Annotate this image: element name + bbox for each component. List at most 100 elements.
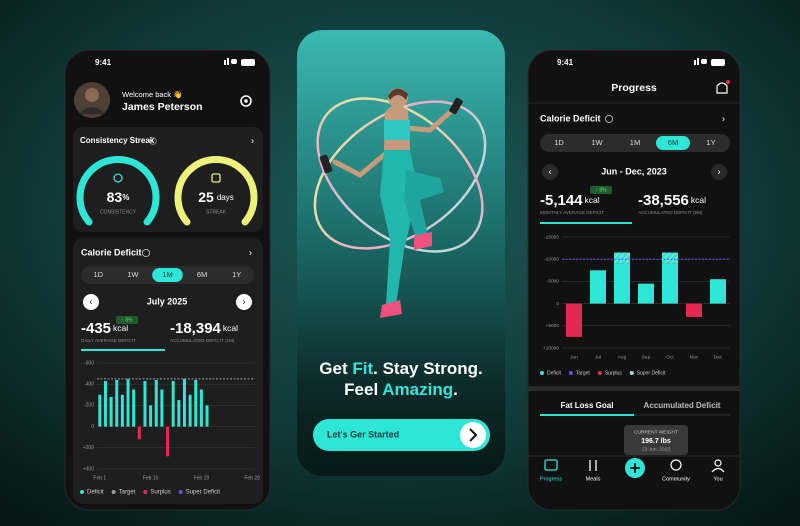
info-icon <box>141 248 150 257</box>
gauge-label: STREAK <box>206 209 227 215</box>
bar <box>710 279 726 304</box>
avatar-body <box>79 107 105 114</box>
value: -38,556 <box>638 192 689 209</box>
tab[interactable]: 6M <box>668 138 678 147</box>
tab[interactable]: 1D <box>554 138 564 147</box>
tab[interactable]: 1W <box>591 138 603 147</box>
legend-swatch <box>143 490 148 494</box>
goal-tab[interactable]: Fat Loss Goal <box>561 401 614 410</box>
middle-phone: Get Fit. Stay Strong. Feel Amazing. Let'… <box>297 30 505 476</box>
chevron[interactable]: › <box>249 247 252 257</box>
settings-button[interactable] <box>240 95 252 107</box>
x-tick-label: Dec <box>714 354 723 360</box>
period: July 2025 <box>147 296 188 306</box>
unit: kcal <box>691 195 706 205</box>
legend-label: Super Deficit <box>186 490 221 496</box>
next-button[interactable] <box>711 164 727 180</box>
badge <box>116 316 138 324</box>
nav-meals[interactable]: Meals <box>586 460 601 482</box>
tabs: 1D 1W 1M 6M 1Y <box>540 134 730 152</box>
bar <box>149 405 153 427</box>
chevron[interactable]: › <box>722 113 725 123</box>
nav-add[interactable] <box>625 458 645 478</box>
prev-button[interactable] <box>542 164 558 180</box>
legend-label: Target <box>576 370 591 376</box>
tab[interactable]: 1D <box>94 270 104 279</box>
tab[interactable]: 6M <box>197 270 207 279</box>
bar <box>98 394 102 427</box>
bar <box>171 381 175 427</box>
stat-value: -18,394 kcal <box>170 320 238 337</box>
deficit-card <box>73 238 263 504</box>
x-tick-label: Nov <box>690 354 699 360</box>
deficit-chart: -600 -400 -200 0 +200 +400 Feb 1 Feb 10 Feb 19 Fe… <box>80 360 260 496</box>
prev-icon: ‹ <box>549 166 552 176</box>
bar <box>120 394 124 427</box>
tab[interactable]: 1W <box>127 270 139 279</box>
stat-value: -38,556 kcal <box>638 192 706 209</box>
button-label: Let's Ger Started <box>327 429 399 439</box>
nav-label: Meals <box>586 476 601 482</box>
legend-swatch <box>80 490 84 494</box>
unit: kcal <box>223 323 238 333</box>
x-tick-label: Jun <box>570 354 578 360</box>
tab[interactable]: 1M <box>630 138 640 147</box>
gauge-label: CONSISTENCY <box>100 209 137 215</box>
right-phone: 9:41 Progress Calorie Deficit › 1D 1W 1M 6M… <box>527 49 741 511</box>
bar <box>109 396 113 427</box>
badge-text: ↑ 8% <box>121 317 133 323</box>
button-bg <box>313 419 490 451</box>
bar <box>115 379 119 427</box>
button-icon-bg <box>460 422 486 448</box>
period: Jun - Dec, 2023 <box>601 166 667 176</box>
chevron[interactable]: › <box>251 135 254 145</box>
y-tick-label: +5000 <box>546 323 560 329</box>
goal-tab[interactable]: Accumulated Deficit <box>644 401 721 410</box>
nav-community[interactable]: Community <box>662 459 690 482</box>
next-button[interactable] <box>236 294 252 310</box>
tab[interactable]: 1Y <box>232 270 241 279</box>
bar <box>137 426 141 440</box>
selection-underline <box>81 349 165 351</box>
notifications-button[interactable] <box>716 80 730 94</box>
badge <box>590 186 612 194</box>
card-title: Consistency Streak <box>80 136 155 145</box>
info-icon <box>149 137 157 145</box>
unit: kcal <box>113 323 128 333</box>
tab[interactable]: 1Y <box>706 138 715 147</box>
y-tick-label: -10000 <box>544 256 559 262</box>
value: -435 <box>81 320 111 337</box>
user-name: James Peterson <box>122 101 203 113</box>
legend-label: Surplus <box>605 370 622 376</box>
stat-label: MONTHLY AVERAGE DEFICIT <box>540 210 604 215</box>
nav-you[interactable]: You <box>711 459 725 482</box>
nav-progress[interactable]: Progress <box>540 459 562 482</box>
tooltip <box>624 425 688 455</box>
bar <box>143 381 147 427</box>
tab[interactable]: 1M <box>162 270 172 279</box>
prev-button[interactable] <box>83 294 99 310</box>
status-time: 9:41 <box>95 58 112 67</box>
bar <box>638 283 654 304</box>
tabs: 1D 1W 1M 6M 1Y <box>81 266 254 284</box>
x-tick-label: Feb 28 <box>244 475 260 481</box>
section-divider <box>528 386 740 391</box>
screen-title: Progress <box>611 82 657 94</box>
status-icons <box>694 58 725 66</box>
status-icons <box>224 58 255 66</box>
consistency-gauge <box>76 155 160 226</box>
headline-part: . <box>453 380 458 399</box>
y-tick-label: -15000 <box>544 234 559 240</box>
y-tick-label: +10000 <box>543 345 559 351</box>
bar <box>590 270 606 304</box>
y-tick-label: -5000 <box>547 279 560 285</box>
left-phone: 9:41 Welcome back 👋 James Peterson Consi… <box>64 49 271 511</box>
tooltip-label: CURRENT WEIGHT <box>634 429 678 435</box>
bar <box>132 389 136 427</box>
welcome: Welcome back 👋 <box>122 90 182 99</box>
legend-swatch <box>178 490 183 494</box>
legend-label: Deficit <box>547 370 562 376</box>
x-tick-label: Jul <box>595 354 601 360</box>
get-started-button[interactable]: Let's Ger Started <box>313 419 490 451</box>
